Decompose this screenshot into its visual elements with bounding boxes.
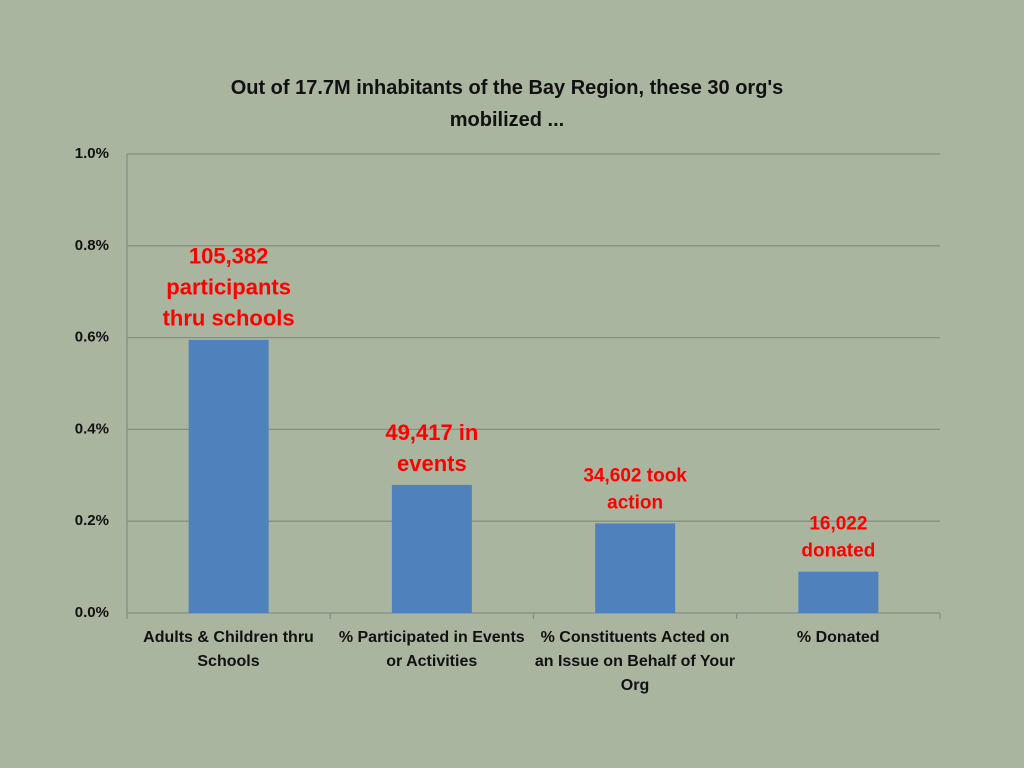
- annotation: donated: [801, 541, 875, 562]
- y-tick-label: 0.8%: [75, 237, 109, 254]
- chart-title: Out of 17.7M inhabitants of the Bay Regi…: [230, 77, 784, 131]
- y-tick-label: 0.0%: [75, 604, 109, 621]
- y-tick-label: 0.4%: [75, 420, 109, 437]
- annotation: 105,382: [189, 244, 269, 269]
- y-tick-label: 1.0%: [75, 145, 109, 162]
- x-tick-label: Adults & Children thru Schools: [143, 629, 314, 670]
- annotation: 34,602 took: [583, 466, 687, 487]
- annotation: 16,022: [809, 514, 867, 535]
- annotation: events: [397, 451, 467, 476]
- bar: [391, 484, 472, 613]
- bar: [595, 523, 676, 613]
- annotation: participants: [166, 275, 291, 300]
- annotation: action: [607, 493, 663, 514]
- x-tick-label: % Constituents Acted on an Issue on Beha…: [534, 629, 736, 694]
- x-tick-label: % Participated in Events or Activities: [338, 629, 525, 670]
- x-tick-label: % Donated: [796, 629, 880, 646]
- bar: [798, 571, 879, 613]
- bar: [188, 339, 269, 613]
- annotation: 49,417 in: [385, 420, 478, 445]
- y-tick-label: 0.2%: [75, 512, 109, 529]
- annotation: thru schools: [163, 306, 295, 331]
- y-tick-label: 0.6%: [75, 329, 109, 346]
